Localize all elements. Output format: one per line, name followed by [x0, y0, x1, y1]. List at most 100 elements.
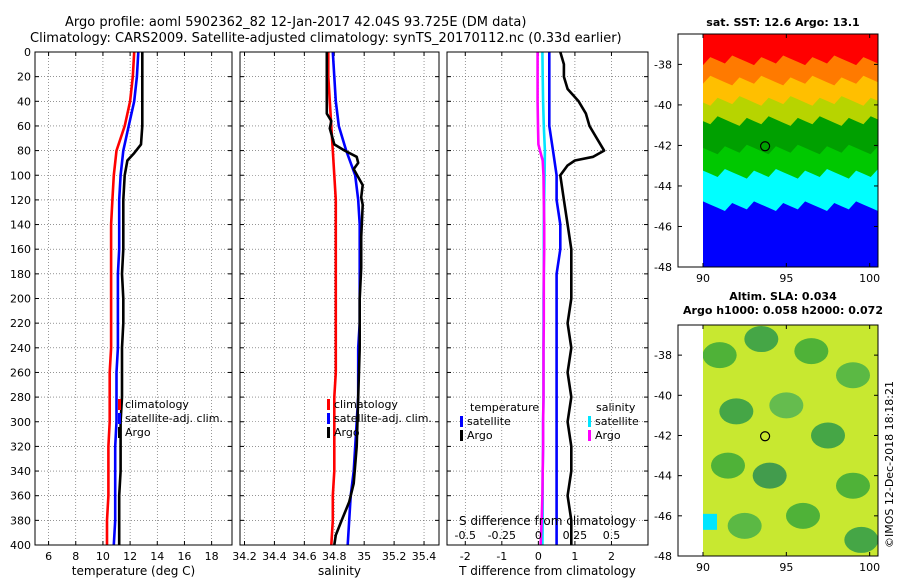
legend-label: Argo: [125, 426, 151, 439]
sst-map-panel: -38 -40 -42 -44 -46 -48 90 95 100 sat. SST: 12.6 …: [654, 16, 880, 285]
x-tick-label: 35.4: [412, 550, 437, 563]
series-climatology: [105, 51, 136, 545]
map-frame: [677, 33, 879, 268]
series-s-argo: [536, 52, 546, 546]
sla-anomaly: [719, 398, 754, 425]
y-tick-label: -46: [654, 220, 672, 233]
s-tick-label: 0.5: [603, 529, 621, 542]
map-title: Altim. SLA: 0.034: [729, 290, 837, 303]
sla-anomaly: [752, 462, 787, 489]
x-tick-label: 34.4: [262, 550, 287, 563]
sla-anomaly: [703, 342, 737, 369]
x-tick-label: -2: [460, 550, 471, 563]
legend-label: satellite: [467, 415, 511, 428]
y-tick-label: -44: [654, 470, 672, 483]
x-tick-label: 90: [696, 272, 710, 285]
legend-swatch: [588, 430, 591, 441]
sla-patch: [703, 513, 717, 530]
legend-swatch: [118, 399, 121, 410]
y-tick-label: -40: [654, 389, 672, 402]
x-tick-label: 34.8: [322, 550, 347, 563]
x-tick-label: 35: [357, 550, 371, 563]
sla-anomaly: [711, 452, 745, 479]
plot-frame: [239, 51, 440, 546]
x-tick-label: 34.6: [292, 550, 317, 563]
y-tick-label: 180: [10, 268, 31, 281]
y-tick-label: 160: [10, 243, 31, 256]
legend-swatch: [327, 399, 330, 410]
difference-panel: -2 -1 0 1 2T difference from climatology -0.5…: [446, 51, 649, 578]
legend-swatch: [588, 416, 591, 427]
x-tick-label: 34.2: [232, 550, 257, 563]
x-tick-label: 8: [72, 550, 79, 563]
sst-band: [703, 75, 878, 107]
legend-swatch: [118, 427, 121, 438]
sst-band: [703, 144, 878, 180]
y-tick-label: 100: [10, 169, 31, 182]
y-tick-label: 260: [10, 366, 31, 379]
y-tick-label: -40: [654, 99, 672, 112]
y-tick-label: 0: [24, 46, 31, 59]
x-tick-label: -1: [496, 550, 507, 563]
y-tick-label: 360: [10, 490, 31, 503]
legend-swatch: [327, 413, 330, 424]
series-argo: [325, 52, 365, 546]
sla-map-panel: -38 -40 -42 -44 -46 -48 90 95 100 Altim. SLA: 0.0…: [654, 290, 883, 574]
x-tick-label: 0: [535, 550, 542, 563]
x-tick-label: 95: [779, 272, 793, 285]
legend-swatch: [460, 416, 463, 427]
title-line-1: Argo profile: aoml 5902362_82 12-Jan-201…: [65, 15, 526, 30]
legend-label: satellite-adj. clim.: [334, 412, 432, 425]
sla-anomaly: [836, 472, 870, 499]
legend-label: satellite: [595, 415, 639, 428]
y-tick-label: 280: [10, 391, 31, 404]
sst-band: [703, 55, 878, 87]
y-tick-label: -46: [654, 510, 672, 523]
y-tick-label: -44: [654, 180, 672, 193]
y-tick-label: 320: [10, 440, 31, 453]
series-satellite-adj-clim-: [112, 51, 140, 546]
y-tick-label: 220: [10, 317, 31, 330]
map-field: [703, 34, 878, 267]
sst-band: [703, 169, 878, 213]
sla-anomaly: [727, 512, 762, 539]
x-tick-label: 16: [177, 550, 191, 563]
salinity-panel: 34.2 34.4 34.6 34.8 35 35.2 35.4 salinity climat…: [232, 51, 440, 578]
map-frame: [677, 324, 879, 557]
legend-swatch: [327, 427, 330, 438]
legend-label: climatology: [334, 398, 398, 411]
legend-label: satellite-adj. clim.: [125, 412, 223, 425]
y-tick-label: 40: [17, 95, 31, 108]
y-tick-label: 20: [17, 71, 31, 84]
plot-frame: [446, 51, 649, 546]
imos-credit: ©IMOS 12-Dec-2018 18:18:21: [883, 381, 896, 548]
y-tick-label: 380: [10, 514, 31, 527]
x-tick-label: 18: [205, 550, 219, 563]
y-tick-label: 340: [10, 465, 31, 478]
y-tick-label: 80: [17, 145, 31, 158]
sla-anomaly: [769, 392, 804, 419]
y-tick-label: -42: [654, 429, 672, 442]
legend-heading-temperature: temperature: [470, 401, 539, 414]
sst-band: [703, 201, 878, 267]
y-tick-label: 400: [10, 539, 31, 552]
y-tick-label: -42: [654, 139, 672, 152]
sla-anomaly: [811, 422, 845, 449]
map-field: [703, 325, 878, 556]
x-tick-label: 6: [45, 550, 52, 563]
x-tick-label: 100: [859, 272, 880, 285]
y-tick-label: -48: [654, 261, 672, 274]
x-tick-label: 1: [571, 550, 578, 563]
title-line-2: Climatology: CARS2009. Satellite-adjuste…: [30, 31, 622, 46]
sla-anomaly: [786, 502, 820, 529]
y-tick-label: 60: [17, 120, 31, 133]
x-tick-label: 100: [859, 561, 880, 574]
x-axis-label: salinity: [318, 564, 361, 578]
legend-label: Argo: [595, 429, 621, 442]
x-tick-label: 2: [608, 550, 615, 563]
x-tick-label: 12: [123, 550, 137, 563]
sla-anomaly: [794, 338, 829, 365]
legend-swatch: [460, 430, 463, 441]
sla-anomaly: [836, 362, 870, 389]
argo-position-marker: [759, 141, 771, 152]
